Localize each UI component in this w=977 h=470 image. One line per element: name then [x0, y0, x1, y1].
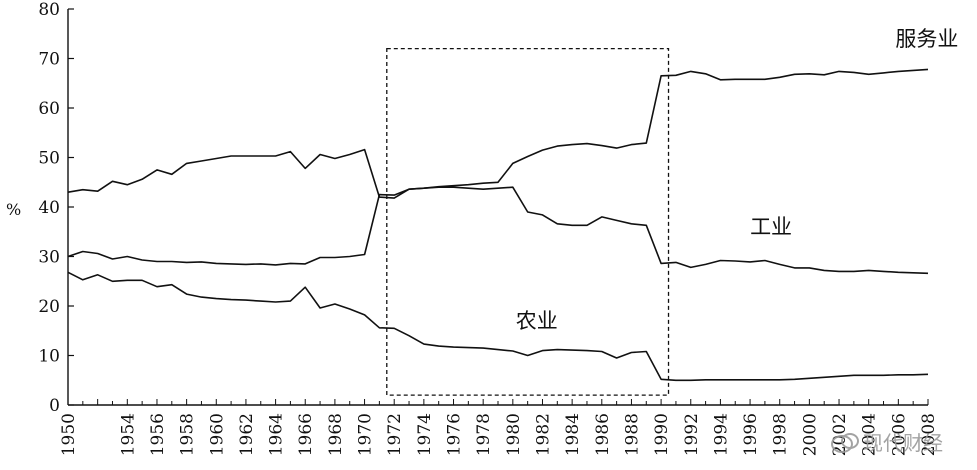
series-line	[67, 186, 929, 275]
x-tick-label: 1970	[356, 413, 376, 456]
x-tick-label: 2006	[889, 413, 909, 456]
x-tick-label: 1982	[533, 413, 553, 456]
x-tick-label: 1992	[682, 413, 702, 456]
series-label: 工业	[750, 215, 792, 239]
x-tick-label: 1974	[415, 413, 435, 456]
x-tick-label: 1956	[148, 413, 168, 456]
x-tick-label: 1986	[593, 413, 613, 456]
y-tick-label: 30	[38, 248, 60, 268]
series-lines	[67, 68, 929, 382]
x-tick-label: 1958	[178, 413, 198, 456]
y-tick-label: 70	[38, 50, 60, 70]
y-tick-label: 20	[38, 297, 60, 317]
x-tick-label: 1990	[652, 413, 672, 456]
wechat-logo-icon	[831, 432, 859, 453]
x-tick-label: 1968	[326, 413, 346, 456]
series-line	[67, 68, 929, 199]
x-tick-label: 1964	[267, 413, 287, 456]
series-line	[67, 271, 929, 382]
highlight-box	[386, 47, 670, 396]
y-tick-label: 80	[38, 0, 60, 20]
y-tick-label: 50	[38, 149, 60, 169]
x-tick-label: 1996	[741, 413, 761, 456]
y-tick-label: 60	[38, 99, 60, 119]
x-tick-label: 1978	[474, 413, 494, 456]
x-tick-label: 1972	[385, 413, 405, 456]
x-tick-label: 1954	[118, 413, 138, 456]
series-label: 服务业	[895, 27, 958, 51]
x-tick-label: 2004	[860, 413, 880, 456]
series-label: 农业	[516, 309, 558, 333]
x-tick-label: 1950	[59, 413, 79, 456]
x-tick-label: 1984	[563, 413, 583, 456]
watermark: 现代财经	[831, 427, 943, 456]
x-tick-label: 2000	[800, 413, 820, 456]
x-tick-label: 1960	[207, 413, 227, 456]
x-tick-label: 1988	[622, 413, 642, 456]
y-tick-label: 40	[38, 198, 60, 218]
y-tick-label: 0	[49, 396, 60, 416]
x-tick-label: 1966	[296, 413, 316, 456]
y-tick-label: 10	[38, 347, 60, 367]
x-tick-label: 1994	[711, 413, 731, 456]
y-axis-title: %	[6, 200, 21, 219]
x-tick-label: 2008	[919, 413, 939, 456]
watermark-text: 现代财经	[863, 431, 943, 455]
dashed-highlight-box	[386, 47, 670, 396]
x-tick-label: 1976	[445, 413, 465, 456]
x-tick-label: 1998	[771, 413, 791, 456]
chart-axes: 0 10 20 30 40 50 60 70 80 1950 1954 1956 1958 1960 196…	[38, 0, 939, 456]
x-tick-label: 1980	[504, 413, 524, 456]
x-tick-label: 1962	[237, 413, 257, 456]
